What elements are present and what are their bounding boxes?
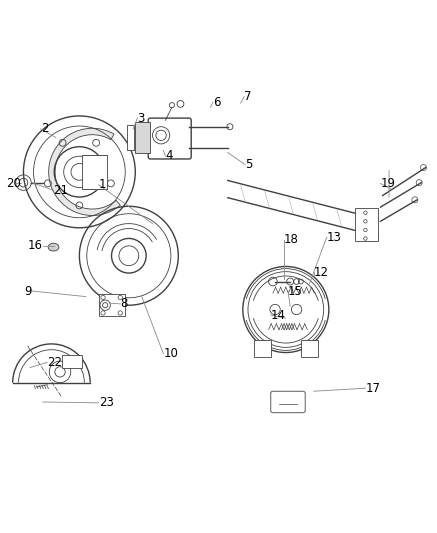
Text: 3: 3 [138, 111, 145, 125]
Text: 4: 4 [165, 149, 173, 163]
Text: 21: 21 [54, 184, 69, 197]
Text: 2: 2 [41, 123, 48, 135]
Bar [62, 354, 82, 368]
Text: 18: 18 [284, 233, 298, 246]
Text: 8: 8 [120, 297, 128, 310]
Text: 7: 7 [244, 90, 252, 103]
Text: 5: 5 [245, 158, 252, 171]
Text: 16: 16 [28, 239, 43, 252]
Bar [301, 340, 318, 357]
Text: 20: 20 [7, 177, 21, 190]
FancyBboxPatch shape [148, 118, 191, 159]
Text: 19: 19 [381, 177, 395, 190]
Text: 17: 17 [365, 382, 380, 395]
Text: 23: 23 [99, 397, 114, 409]
Text: 10: 10 [163, 347, 178, 360]
Bar [355, 208, 378, 241]
Bar [82, 155, 108, 189]
Text: 12: 12 [314, 265, 329, 279]
Bar [135, 123, 150, 152]
Text: 14: 14 [271, 309, 286, 321]
Text: 9: 9 [24, 285, 32, 297]
Bar [253, 340, 271, 357]
Ellipse shape [48, 243, 59, 251]
FancyBboxPatch shape [271, 391, 305, 413]
Text: 22: 22 [47, 356, 62, 369]
Text: 15: 15 [288, 285, 303, 297]
Text: 1: 1 [99, 178, 106, 191]
Wedge shape [49, 128, 120, 215]
Text: 6: 6 [213, 96, 220, 109]
Bar [99, 294, 125, 316]
Text: 13: 13 [327, 231, 342, 244]
Bar [127, 125, 135, 150]
